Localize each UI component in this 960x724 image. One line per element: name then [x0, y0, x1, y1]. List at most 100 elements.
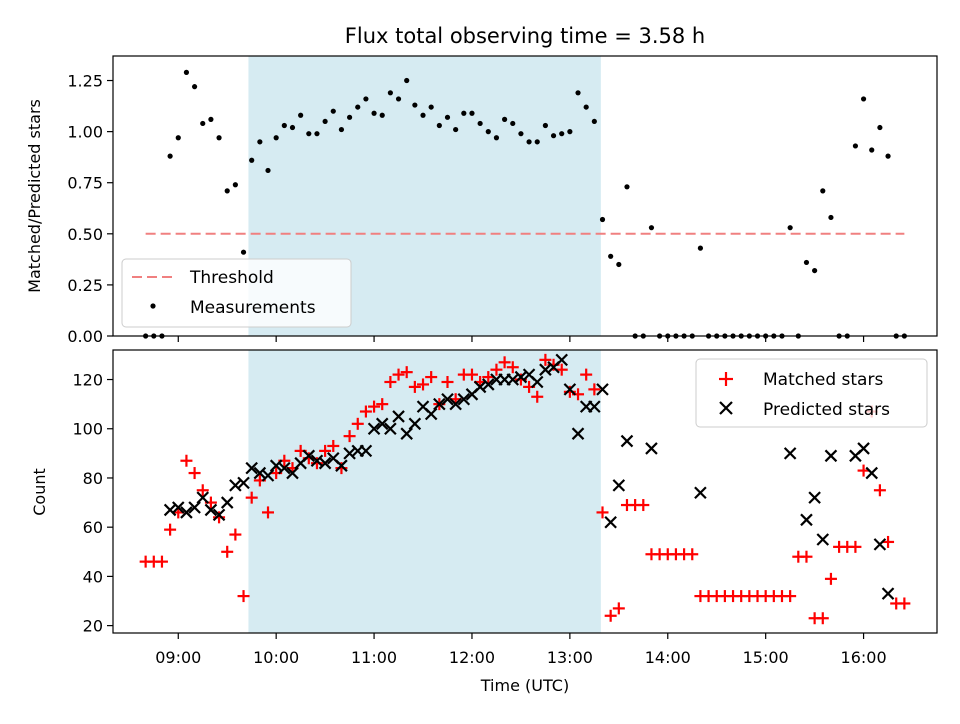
matched-star-marker	[351, 417, 364, 430]
matched-star-marker	[262, 506, 275, 519]
predicted-star-marker	[188, 501, 201, 514]
matched-star-marker	[588, 383, 601, 396]
matched-star-marker	[376, 398, 389, 411]
measurement-point	[191, 84, 198, 90]
matched-star-marker	[539, 353, 552, 366]
top-y-tick-label: 0.75	[67, 174, 103, 193]
predicted-star-marker	[506, 373, 520, 386]
matched-star-marker	[898, 597, 911, 610]
measurement-point	[183, 69, 190, 75]
top-y-axis-label: Matched/Predicted stars	[25, 99, 44, 293]
predicted-star-marker	[400, 427, 413, 440]
measurement-point	[444, 114, 451, 120]
top-y-tick-label: 0.00	[67, 327, 103, 346]
x-tick-label: 16:00	[841, 648, 887, 667]
predicted-star-marker	[449, 397, 462, 411]
measurement-point	[860, 96, 867, 102]
measurement-point	[240, 249, 247, 255]
matched-star-marker	[196, 484, 209, 497]
predicted-star-marker	[163, 503, 177, 517]
x-tick-label: 13:00	[547, 648, 593, 667]
predicted-star-marker	[539, 363, 552, 376]
top-y-tick-label: 0.25	[67, 276, 103, 295]
predicted-star-markers	[163, 353, 895, 600]
matched-star-marker	[882, 535, 895, 548]
predicted-star-marker	[384, 422, 397, 436]
measurement-point	[502, 116, 508, 122]
predicted-star-marker	[645, 442, 658, 455]
measurement-point	[232, 182, 238, 188]
matched-star-marker	[425, 371, 438, 384]
matched-star-marker	[816, 612, 829, 625]
bottom-y-tick-label: 80	[83, 469, 103, 488]
x-tick-label: 15:00	[743, 648, 789, 667]
top-legend: Threshold Measurements	[121, 258, 352, 328]
matched-star-marker	[580, 368, 593, 381]
predicted-star-marker	[237, 476, 250, 490]
predicted-star-marker	[359, 444, 373, 458]
legend-measurements-swatch	[150, 303, 156, 309]
measurement-point	[314, 131, 320, 137]
measurement-point	[812, 267, 818, 274]
matched-star-marker	[408, 380, 421, 393]
bottom-y-tick-label: 60	[83, 518, 103, 537]
matched-star-marker	[784, 590, 797, 603]
predicted-star-marker	[824, 449, 838, 463]
matched-star-marker	[465, 368, 478, 381]
measurement-point	[820, 188, 826, 194]
x-tick-label: 09:00	[155, 648, 201, 667]
predicted-star-marker	[310, 454, 324, 468]
measurement-point	[281, 122, 287, 129]
predicted-star-marker	[800, 513, 813, 527]
measurement-point	[436, 122, 442, 129]
measurement-point	[330, 108, 336, 114]
legend-matched-swatch	[719, 372, 733, 386]
top-y-tick-label: 0.50	[67, 225, 103, 244]
measurement-point	[200, 120, 206, 127]
measurement-point	[477, 120, 483, 127]
predicted-star-marker	[620, 434, 634, 448]
measurement-point	[485, 129, 491, 135]
predicted-star-marker	[424, 407, 438, 421]
matched-star-marker	[155, 555, 168, 568]
bottom-axes-frame	[112, 349, 938, 634]
predicted-star-marker	[482, 378, 495, 391]
measurement-point	[542, 122, 548, 129]
predicted-star-marker	[253, 466, 267, 480]
measurement-point	[338, 126, 345, 133]
predicted-star-marker	[278, 461, 291, 475]
measurement-point	[175, 135, 181, 141]
predicted-star-marker	[816, 533, 830, 546]
measurement-point	[559, 131, 565, 137]
bottom-y-tick-label: 120	[72, 371, 103, 390]
matched-star-marker	[343, 430, 356, 443]
measurement-point	[249, 157, 255, 163]
measurement-point	[371, 110, 377, 116]
measurement-point	[787, 225, 793, 231]
matched-star-marker	[319, 444, 332, 457]
predicted-star-marker	[367, 422, 381, 436]
matched-star-marker	[800, 550, 813, 563]
predicted-star-marker	[457, 392, 471, 406]
measurement-point	[803, 259, 810, 266]
measurement-point	[379, 112, 385, 118]
x-tick-label: 11:00	[351, 648, 397, 667]
top-y-ticks: 0.00 0.25 0.50 0.75 1.00 1.25	[67, 72, 113, 346]
measurement-point	[355, 104, 361, 110]
measurement-point	[510, 120, 516, 127]
matched-star-marker	[237, 590, 250, 603]
predicted-star-marker	[375, 417, 389, 431]
predicted-star-marker	[865, 466, 879, 480]
measurement-point	[869, 147, 875, 153]
predicted-star-marker	[318, 456, 332, 470]
measurement-point	[877, 124, 883, 131]
predicted-star-marker	[441, 392, 454, 406]
measurement-point	[624, 184, 630, 190]
x-tick-label: 14:00	[645, 648, 691, 667]
predicted-star-marker	[612, 479, 626, 492]
measurement-point	[322, 118, 328, 125]
measurement-point	[852, 143, 859, 149]
matched-star-marker	[327, 439, 340, 452]
predicted-star-marker	[180, 506, 193, 519]
matched-star-marker	[188, 467, 201, 480]
